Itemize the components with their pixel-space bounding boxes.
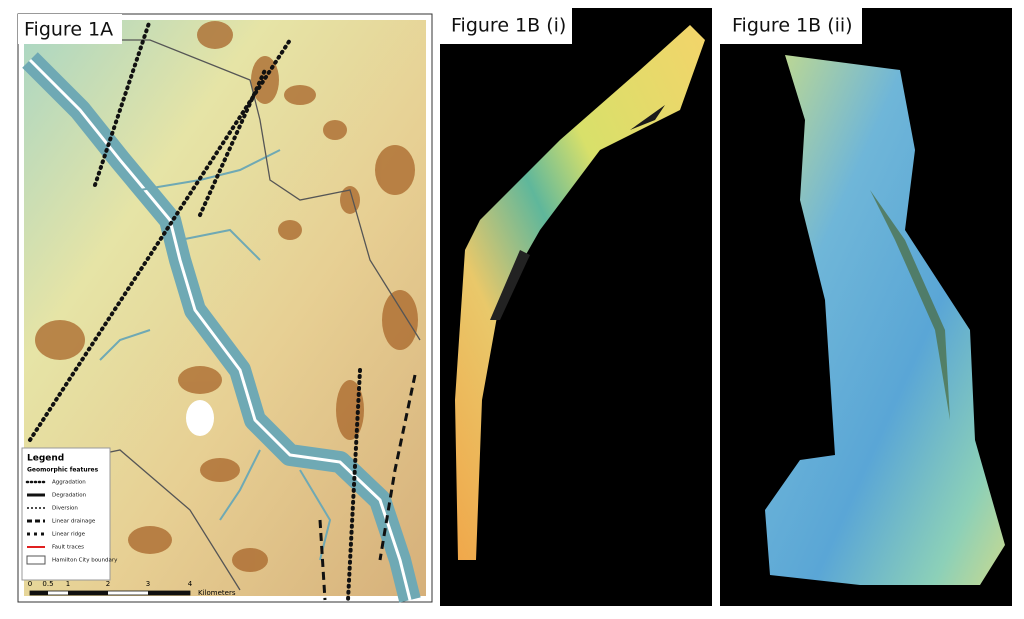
- legend: Legend Geomorphic features Aggradation D…: [21, 447, 118, 581]
- legend-label: Hamilton City boundary: [52, 558, 118, 564]
- bathymetry-surface: [455, 25, 705, 560]
- scale-bar: 0 0.5 1 2 3 4 Kilometers: [28, 580, 236, 597]
- map-panel: Legend Geomorphic features Aggradation D…: [17, 13, 433, 603]
- legend-label: Linear ridge: [52, 532, 86, 538]
- scale-bar-segment: [30, 591, 48, 595]
- scale-label: 1: [66, 580, 70, 588]
- panel-label: Figure 1B (i): [451, 15, 566, 37]
- drainage-lines: [318, 374, 417, 601]
- legend-label: Fault traces: [52, 545, 84, 551]
- legend-subtitle: Geomorphic features: [27, 467, 99, 474]
- surface-gap: [490, 250, 530, 320]
- city-boundary: [24, 39, 421, 341]
- scale-label: 3: [146, 580, 150, 588]
- legend-label: Linear drainage: [52, 519, 96, 525]
- legend-swatch: [26, 555, 46, 565]
- aggradation-lines: [28, 18, 362, 602]
- river-channel: [28, 58, 412, 601]
- scale-label: 4: [188, 580, 193, 588]
- surface-gap: [630, 105, 665, 130]
- bathymetry-panel-2: Figure 1B (ii): [720, 8, 1012, 606]
- legend-label: Degradation: [52, 493, 87, 499]
- label-box: [720, 8, 862, 44]
- scale-label: 0.5: [42, 580, 53, 588]
- scale-bar-segment: [68, 591, 108, 595]
- bathymetry-panel-1: Figure 1B (i): [440, 8, 712, 606]
- scale-unit: Kilometers: [198, 589, 236, 597]
- label-box: [440, 8, 572, 44]
- scale-label: 0: [28, 580, 32, 588]
- label-box: [18, 14, 122, 44]
- panel-label: Figure 1A: [24, 19, 113, 41]
- scale-label: 2: [106, 580, 110, 588]
- lake: [186, 400, 214, 436]
- legend-title: Legend: [27, 454, 64, 464]
- legend-label: Aggradation: [52, 480, 86, 486]
- legend-label: Diversion: [52, 506, 78, 512]
- panel-label: Figure 1B (ii): [732, 15, 853, 37]
- bathymetry-surface: [765, 55, 1005, 585]
- streams: [99, 149, 332, 561]
- scale-bar-segment: [148, 591, 190, 595]
